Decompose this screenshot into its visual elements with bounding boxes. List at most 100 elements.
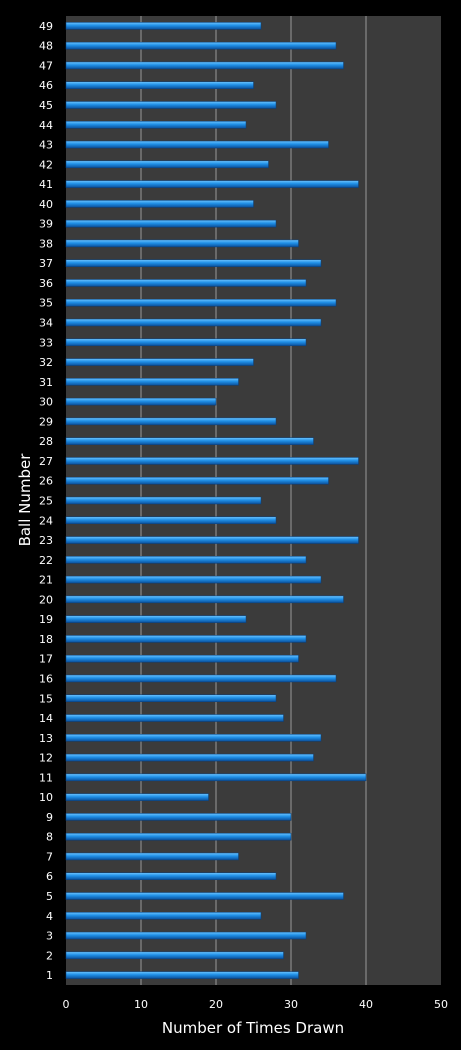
- bar-ball-1: [65, 971, 299, 979]
- bar-ball-7: [65, 852, 239, 861]
- bar-ball-34: [65, 318, 322, 327]
- bar-ball-10: [65, 793, 209, 801]
- y-tick-label: 1: [46, 969, 53, 982]
- y-tick-label: 45: [39, 99, 53, 112]
- bar-ball-18: [65, 635, 307, 643]
- bar-ball-33: [65, 338, 307, 347]
- x-tick-label: 20: [209, 998, 223, 1011]
- bar-ball-19: [65, 615, 247, 623]
- y-tick-label: 21: [39, 574, 53, 587]
- y-tick-label: 34: [39, 317, 53, 330]
- bar-ball-8: [65, 832, 292, 841]
- bar-ball-45: [65, 101, 277, 109]
- y-tick-label: 23: [39, 534, 53, 547]
- bar-ball-48: [65, 41, 337, 50]
- y-tick-labels: 1234567891011121314151617181920212223242…: [39, 20, 53, 982]
- bar-ball-46: [65, 81, 254, 89]
- y-tick-label: 46: [39, 79, 53, 92]
- y-tick-label: 37: [39, 257, 53, 270]
- bar-ball-30: [65, 397, 217, 406]
- y-tick-label: 9: [46, 811, 53, 824]
- y-tick-label: 8: [46, 831, 53, 844]
- y-tick-label: 11: [39, 771, 53, 784]
- y-tick-label: 24: [39, 514, 53, 527]
- bar-ball-15: [65, 694, 277, 703]
- bar-ball-41: [65, 180, 359, 188]
- x-axis-title: Number of Times Drawn: [162, 1019, 344, 1037]
- x-tick-label: 10: [134, 998, 148, 1011]
- y-tick-label: 20: [39, 593, 53, 606]
- bar-ball-23: [65, 536, 359, 544]
- bar-ball-47: [65, 61, 344, 70]
- bar-ball-22: [65, 556, 307, 564]
- y-tick-label: 17: [39, 653, 53, 666]
- y-tick-label: 29: [39, 415, 53, 428]
- bar-ball-39: [65, 219, 277, 228]
- bar-ball-13: [65, 734, 322, 742]
- bar-ball-4: [65, 912, 262, 920]
- bar-ball-37: [65, 259, 322, 267]
- y-tick-label: 26: [39, 475, 53, 488]
- y-tick-label: 32: [39, 356, 53, 369]
- y-tick-label: 4: [46, 910, 53, 923]
- bar-ball-26: [65, 476, 329, 485]
- y-tick-label: 27: [39, 455, 53, 468]
- y-tick-label: 3: [46, 930, 53, 943]
- bar-ball-27: [65, 457, 359, 465]
- bar-ball-21: [65, 575, 322, 584]
- x-tick-label: 30: [284, 998, 298, 1011]
- bar-ball-6: [65, 872, 277, 880]
- y-tick-label: 12: [39, 752, 53, 765]
- bar-ball-31: [65, 378, 239, 386]
- y-tick-label: 38: [39, 237, 53, 250]
- y-tick-label: 49: [39, 20, 53, 33]
- y-tick-label: 15: [39, 692, 53, 705]
- bar-ball-28: [65, 437, 314, 445]
- bar-ball-35: [65, 298, 337, 307]
- y-tick-label: 48: [39, 40, 53, 53]
- y-tick-label: 28: [39, 435, 53, 448]
- y-tick-label: 36: [39, 277, 53, 290]
- bar-ball-14: [65, 714, 284, 722]
- y-tick-label: 7: [46, 850, 53, 863]
- y-tick-label: 44: [39, 119, 53, 132]
- y-tick-label: 19: [39, 613, 53, 626]
- bar-ball-24: [65, 516, 277, 525]
- y-tick-label: 2: [46, 949, 53, 962]
- y-tick-label: 25: [39, 495, 53, 508]
- bar-ball-32: [65, 358, 254, 366]
- bar-ball-42: [65, 160, 269, 169]
- y-tick-label: 43: [39, 139, 53, 152]
- bar-ball-9: [65, 813, 292, 821]
- x-tick-label: 40: [359, 998, 373, 1011]
- y-tick-label: 10: [39, 791, 53, 804]
- y-tick-label: 39: [39, 218, 53, 231]
- y-tick-label: 33: [39, 336, 53, 349]
- y-tick-label: 18: [39, 633, 53, 646]
- bar-ball-5: [65, 892, 344, 900]
- y-tick-label: 13: [39, 732, 53, 745]
- y-axis-title: Ball Number: [16, 453, 34, 547]
- y-tick-label: 40: [39, 198, 53, 211]
- y-tick-label: 30: [39, 396, 53, 409]
- y-tick-label: 22: [39, 554, 53, 567]
- bar-ball-38: [65, 239, 299, 248]
- bar-ball-16: [65, 674, 337, 683]
- bar-ball-29: [65, 417, 277, 426]
- bar-ball-11: [65, 773, 367, 782]
- bar-ball-2: [65, 951, 284, 960]
- bar-ball-44: [65, 121, 247, 129]
- bar-ball-17: [65, 654, 299, 663]
- x-tick-label: 50: [434, 998, 448, 1011]
- bar-ball-43: [65, 140, 329, 149]
- bar-ball-12: [65, 753, 314, 762]
- y-tick-label: 41: [39, 178, 53, 191]
- x-tick-labels: 0 10 20 30 40 50: [63, 998, 449, 1011]
- y-tick-label: 47: [39, 59, 53, 72]
- bar-ball-49: [65, 22, 262, 30]
- bars: [65, 22, 367, 979]
- bar-ball-3: [65, 931, 307, 940]
- y-tick-label: 5: [46, 890, 53, 903]
- y-tick-label: 42: [39, 158, 53, 171]
